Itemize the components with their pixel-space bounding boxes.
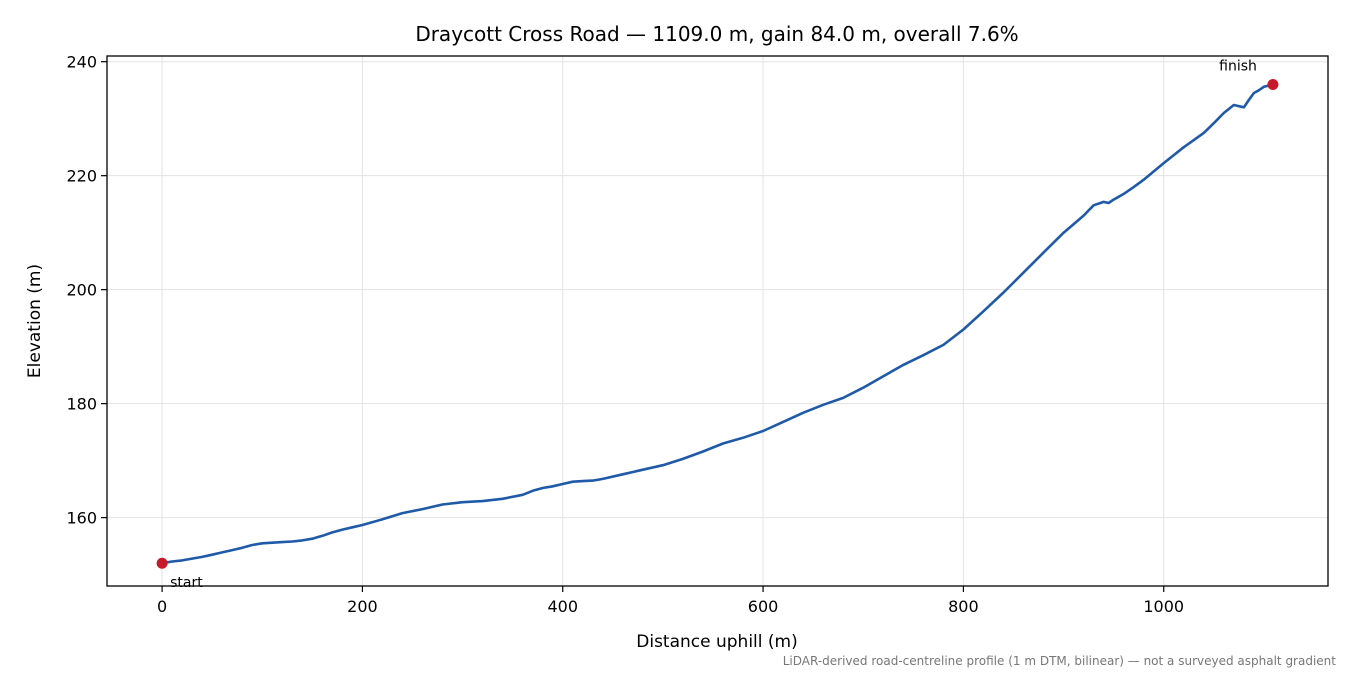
x-tick-label: 400 (547, 597, 578, 616)
plot-area: start finish (156, 58, 1279, 591)
axes-frame (106, 55, 1329, 587)
x-tick-label: 1000 (1143, 597, 1184, 616)
footnote: LiDAR-derived road-centreline profile (1… (783, 654, 1337, 668)
finish-annotation: finish (1219, 58, 1257, 74)
y-tick-label: 180 (66, 395, 97, 414)
chart-title: Draycott Cross Road — 1109.0 m, gain 84.… (415, 22, 1018, 46)
start-annotation: start (170, 575, 203, 591)
finish-marker (1267, 78, 1279, 90)
y-tick-label: 240 (66, 53, 97, 72)
y-tick-label: 200 (66, 281, 97, 300)
y-tick-label: 160 (66, 509, 97, 528)
x-tick-label: 0 (157, 597, 167, 616)
x-tick-label: 600 (748, 597, 779, 616)
x-axis-label: Distance uphill (m) (636, 632, 797, 652)
elevation-series-line (160, 83, 1275, 565)
grid-lines (107, 56, 1328, 586)
y-tick-label: 220 (66, 167, 97, 186)
x-tick-label: 200 (347, 597, 378, 616)
axis-ticks: 0 200 400 600 800 1000 160 180 200 220 240 (66, 53, 1184, 616)
start-marker (156, 557, 168, 569)
y-axis-label: Elevation (m) (25, 264, 45, 378)
x-tick-label: 800 (948, 597, 979, 616)
